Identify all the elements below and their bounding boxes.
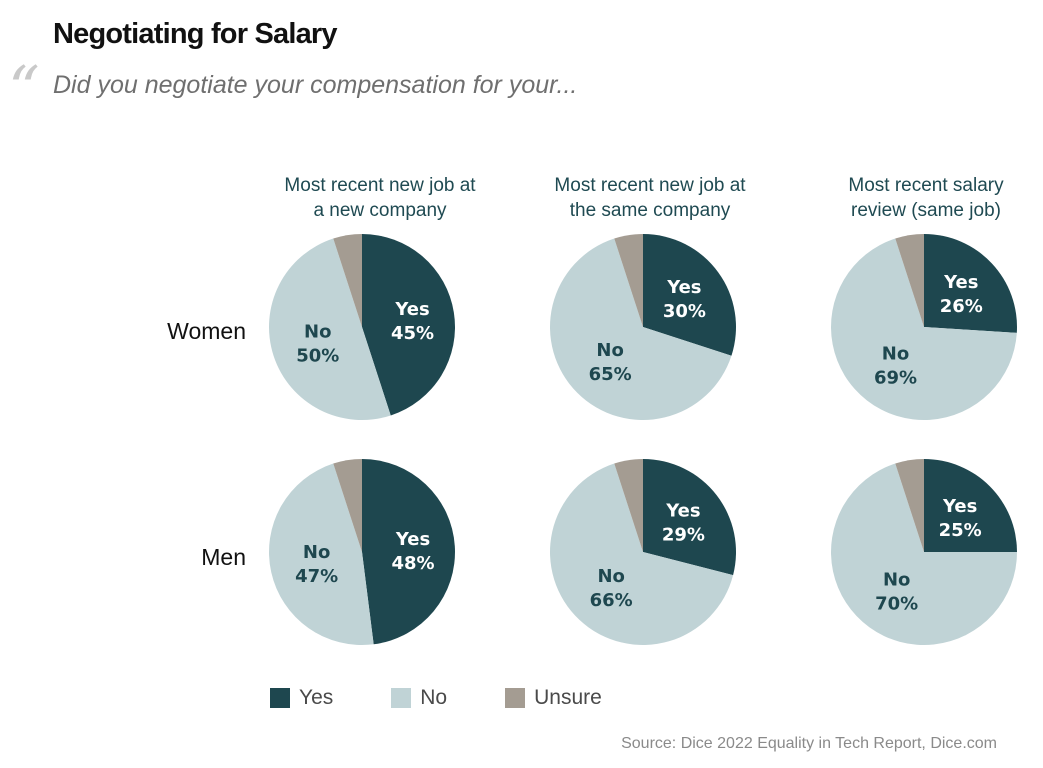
pie-slice-no-women-same-company [550,238,732,420]
pie-slice-yes-men-same-company [643,459,736,576]
pie-slice-yes-women-new-company [362,234,455,416]
column-header-same-company: Most recent new job at the same company [530,173,770,223]
legend: Yes No Unsure [270,686,660,710]
pie-slice-unsure-women-salary-review [895,234,924,327]
pie-slice-unsure-men-salary-review [895,459,924,552]
pie-slice-yes-men-salary-review [924,459,1017,552]
slice-label-yes-men-same-company: Yes 29% [662,501,705,546]
row-header-women: Women [167,318,246,344]
pie-slice-yes-women-same-company [643,234,736,356]
column-header-new-company: Most recent new job at a new company [260,173,500,223]
legend-label-yes: Yes [299,686,334,709]
slice-label-no-women-same-company: No 65% [589,340,632,385]
column-header-line2: the same company [569,200,731,221]
column-header-salary-review: Most recent salary review (same job) [806,173,1043,223]
slice-label-yes-men-salary-review: Yes 25% [939,496,982,541]
column-header-line1: Most recent new job at [284,175,476,196]
slice-label-yes-women-new-company: Yes 45% [391,299,434,344]
pie-slice-no-women-new-company [269,238,391,420]
legend-label-no: No [420,686,448,709]
pie-slice-unsure-men-new-company [333,459,362,552]
column-header-line2: review (same job) [851,200,1001,221]
pie-slice-unsure-women-new-company [333,234,362,327]
pie-slice-unsure-men-same-company [614,459,643,552]
column-header-line2: a new company [313,200,447,221]
pie-slice-yes-men-new-company [362,459,455,645]
legend-swatch-no [391,688,412,708]
row-header-men: Men [201,544,246,570]
slice-label-no-women-salary-review: No 69% [874,344,917,389]
slice-label-no-men-salary-review: No 70% [875,570,918,615]
source-note: Source: Dice 2022 Equality in Tech Repor… [621,735,997,752]
slice-label-yes-men-new-company: Yes 48% [392,529,435,574]
slice-label-yes-women-same-company: Yes 30% [663,277,706,322]
legend-label-unsure: Unsure [534,686,602,709]
legend-swatch-yes [270,688,290,708]
legend-item-unsure: Unsure [505,686,602,710]
column-header-line1: Most recent new job at [554,175,746,196]
pie-slice-yes-women-salary-review [924,234,1017,333]
column-header-line1: Most recent salary [848,175,1004,196]
pie-slice-unsure-women-same-company [614,234,643,327]
slice-label-yes-women-salary-review: Yes 26% [940,272,983,317]
legend-item-no: No [391,686,447,710]
chart-subtitle: Did you negotiate your compensation for … [53,71,578,99]
pie-slice-no-men-salary-review [831,463,1017,645]
pie-slice-no-men-new-company [269,463,374,645]
slice-label-no-men-new-company: No 47% [295,542,338,587]
slice-label-no-women-new-company: No 50% [296,321,339,366]
pie-slice-no-women-salary-review [831,238,1017,421]
legend-swatch-unsure [505,688,526,708]
legend-item-yes: Yes [270,686,333,710]
quote-mark-icon: “ [8,52,40,125]
slice-label-no-men-same-company: No 66% [590,566,633,611]
chart-title: Negotiating for Salary [53,18,338,50]
pie-slice-no-men-same-company [550,463,734,645]
